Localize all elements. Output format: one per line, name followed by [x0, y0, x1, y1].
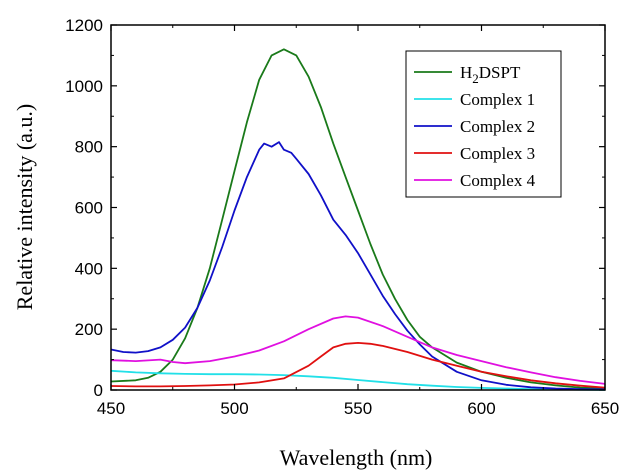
- y-tick-label: 0: [94, 381, 103, 400]
- y-tick-label: 1200: [65, 16, 103, 35]
- y-tick-label: 400: [75, 259, 103, 278]
- legend: H2DSPT Complex 1 Complex 2 Complex 3 Complex…: [405, 50, 562, 198]
- x-tick-label: 450: [97, 399, 125, 418]
- y-tick-label: 1000: [65, 77, 103, 96]
- legend-box: [405, 50, 562, 198]
- ticks: 450 500 550 600 650 0 200 400 600 800 1000 1200: [65, 16, 619, 418]
- series-line-2: [110, 369, 606, 391]
- legend-label-2: Complex 1: [460, 90, 535, 109]
- x-axis-title: Wavelength (nm): [280, 445, 433, 470]
- series-line-3: [110, 141, 606, 391]
- legend-label-4: Complex 3: [460, 144, 535, 163]
- y-tick-label: 600: [75, 199, 103, 218]
- y-tick-label: 800: [75, 138, 103, 157]
- series-line-1: [110, 48, 606, 390]
- legend-label-3: Complex 2: [460, 117, 535, 136]
- legend-label-1: H2DSPT: [460, 63, 521, 86]
- x-tick-label: 600: [467, 399, 495, 418]
- y-tick-label: 200: [75, 320, 103, 339]
- x-tick-label: 550: [344, 399, 372, 418]
- x-tick-label: 650: [591, 399, 619, 418]
- series-line-5: [110, 315, 606, 385]
- y-axis-title: Relative intensity (a.u.): [12, 104, 37, 311]
- series-line-4: [110, 342, 606, 389]
- plot-lines: [110, 48, 606, 391]
- x-tick-label: 500: [220, 399, 248, 418]
- legend-label-5: Complex 4: [460, 171, 536, 190]
